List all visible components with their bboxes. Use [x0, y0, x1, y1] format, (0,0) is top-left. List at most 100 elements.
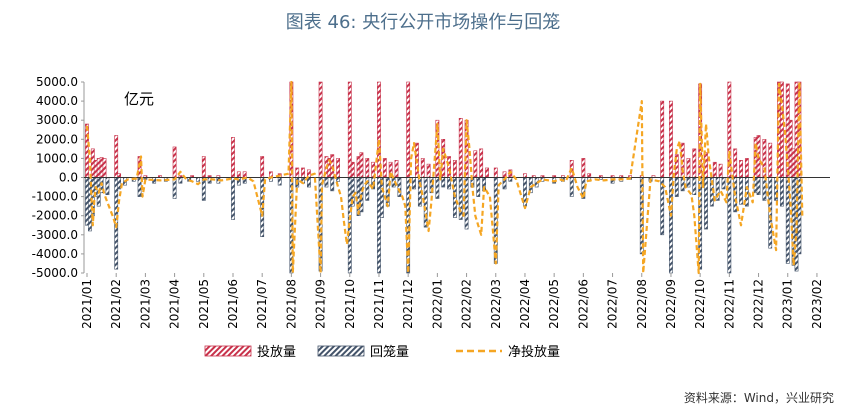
x-tick-label: 2021/12 — [401, 279, 415, 329]
bar-withdrawal — [744, 177, 749, 207]
bar-injection — [117, 173, 122, 178]
bar-withdrawal — [762, 177, 767, 201]
bar-injection — [686, 158, 691, 178]
x-tick-label: 2022/09 — [664, 279, 678, 329]
bar-withdrawal — [307, 177, 311, 188]
x-tick-label: 2022/02 — [460, 279, 474, 329]
x-tick-label: 2022/05 — [547, 279, 561, 329]
chart-title: 图表 46: 央行公开市场操作与回笼 — [285, 12, 561, 33]
bar-injection — [739, 160, 743, 178]
x-tick-label: 2021/10 — [343, 279, 357, 329]
y-tick-label: 4000.0 — [36, 94, 78, 108]
bar-withdrawal — [105, 177, 110, 195]
x-tick-label: 2022/01 — [430, 279, 444, 329]
bar-withdrawal — [692, 177, 697, 195]
bar-withdrawal — [721, 177, 726, 190]
legend-swatch-withdrawal — [317, 345, 365, 357]
x-tick-label: 2022/11 — [722, 279, 736, 329]
bar-injection — [780, 81, 784, 178]
bar-injection — [458, 117, 463, 178]
x-tick-label: 2021/06 — [226, 279, 240, 329]
bar-withdrawal — [704, 177, 708, 230]
y-tick-label: -4000.0 — [32, 247, 78, 261]
bar-injection — [350, 161, 355, 178]
x-tick-label: 2022/12 — [752, 279, 766, 329]
bar-injection — [242, 171, 247, 178]
bar-withdrawal — [447, 177, 451, 190]
y-tick-label: 3000.0 — [36, 113, 78, 127]
x-tick-label: 2021/08 — [284, 279, 298, 329]
bar-withdrawal — [476, 177, 481, 197]
net-line-group — [85, 80, 804, 275]
bar-withdrawal — [674, 177, 679, 197]
x-tick-label: 2021/09 — [314, 279, 328, 329]
x-tick-label: 2022/10 — [693, 279, 707, 329]
y-tick-label: -5000.0 — [32, 266, 78, 280]
x-tick-label: 2022/03 — [489, 279, 503, 329]
bar-injection — [382, 158, 387, 178]
bar-withdrawal — [201, 177, 206, 201]
bar-withdrawal — [324, 177, 329, 188]
bar-withdrawal — [756, 177, 761, 195]
y-tick-label: -3000.0 — [32, 228, 78, 242]
source-note: 资料来源：Wind，兴业研究 — [683, 391, 834, 405]
y-tick-label: 1000.0 — [36, 151, 78, 165]
bar-injection — [365, 158, 370, 178]
legend-label: 回笼量 — [370, 344, 409, 360]
bar-withdrawal — [768, 177, 773, 249]
bar-withdrawal — [196, 177, 200, 182]
bar-injection — [768, 142, 773, 178]
bar-injection — [301, 167, 305, 178]
bar-injection — [318, 81, 323, 178]
y-tick-label: 5000.0 — [36, 75, 78, 89]
bar-injection — [231, 137, 235, 178]
bar-withdrawal — [569, 177, 574, 197]
y-tick-label: -1000.0 — [32, 190, 78, 204]
y-axis: 5000.0 4000.0 3000.0 2000.0 1000.0 0.0 -1000.0… — [32, 75, 85, 280]
bar-injection — [485, 167, 489, 178]
bar-withdrawal — [137, 177, 142, 197]
bar-withdrawal — [458, 177, 463, 220]
bar-injection — [718, 163, 723, 178]
x-axis: 2021/01 2021/02 2021/03 2021/04 2021/05 2021/… — [80, 273, 824, 329]
x-tick-label: 2021/03 — [138, 279, 152, 329]
bar-injection — [394, 160, 399, 178]
bar-injection — [660, 100, 665, 178]
x-tick-label: 2023/01 — [781, 279, 795, 329]
net-injection-line — [85, 80, 804, 275]
legend: 投放量 回笼量 净投放量 — [204, 344, 560, 360]
bar-withdrawal — [172, 177, 177, 199]
bar-injection — [692, 148, 697, 178]
unit-label: 亿元 — [124, 90, 154, 108]
bar-injection — [733, 148, 738, 178]
bar-injection — [102, 158, 107, 178]
x-tick-label: 2022/04 — [518, 279, 532, 329]
x-tick-label: 2021/04 — [168, 279, 182, 329]
bar-injection — [523, 173, 527, 178]
bar-withdrawal — [698, 177, 703, 270]
bar-withdrawal — [686, 177, 691, 188]
legend-label: 投放量 — [257, 344, 296, 360]
legend-label: 净投放量 — [508, 344, 560, 360]
bar-injection — [704, 152, 708, 178]
x-tick-label: 2021/01 — [80, 279, 94, 329]
bar-injection — [712, 161, 717, 178]
bar-withdrawal — [493, 177, 498, 264]
bar-injection — [473, 150, 478, 178]
bar-injection — [479, 148, 484, 178]
x-tick-label: 2021/02 — [109, 279, 123, 329]
y-tick-label: -2000.0 — [32, 209, 78, 223]
bar-injection — [493, 167, 498, 178]
bar-withdrawal — [508, 177, 513, 182]
x-tick-label: 2022/07 — [606, 279, 620, 329]
bar-injection — [587, 173, 592, 178]
bar-withdrawal — [412, 177, 416, 190]
bar-injection — [420, 158, 425, 178]
bar-withdrawal — [178, 177, 183, 184]
bar-injection — [336, 158, 340, 178]
bar-injection — [406, 81, 411, 178]
bar-injection — [295, 167, 300, 178]
x-tick-label: 2021/05 — [197, 279, 211, 329]
bar-withdrawal — [780, 177, 784, 207]
